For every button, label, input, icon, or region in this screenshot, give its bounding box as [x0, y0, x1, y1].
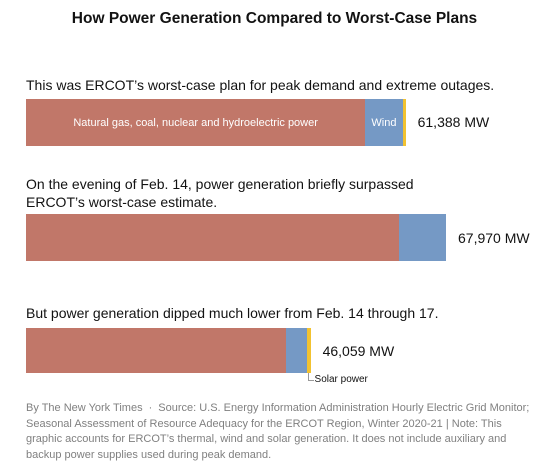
bar-label-feb-14-evening: On the evening of Feb. 14, power generat…: [26, 176, 414, 210]
bar-segment-thermal: [26, 214, 400, 261]
bar-total-feb-14-17: 46,059 MW: [322, 343, 395, 359]
bar-segment-thermal: [26, 328, 286, 373]
bar-worst-case-plan: Natural gas, coal, nuclear and hydroelec…: [26, 99, 406, 146]
source-note: By The New York Times · Source: U.S. Energ…: [26, 401, 531, 463]
byline-separator: ·: [148, 402, 153, 414]
solar-callout-line: [307, 373, 314, 381]
chart-title: How Power Generation Compared to Worst-C…: [71, 10, 478, 27]
bar-segment-wind: Wind: [365, 99, 403, 146]
bar-segment-solar: [402, 99, 406, 146]
source-text: Source: U.S. Energy Information Administ…: [26, 402, 530, 461]
bar-label-worst-case-plan: This was ERCOT’s worst-case plan for pea…: [26, 77, 495, 93]
bar-feb-14-evening: [26, 214, 446, 261]
bar-total-worst-case-plan: 61,388 MW: [417, 114, 490, 130]
bar-segment-wind: [399, 214, 446, 261]
bar-total-feb-14-evening: 67,970 MW: [458, 230, 530, 246]
bar-segment-thermal: Natural gas, coal, nuclear and hydroelec…: [26, 99, 366, 146]
bar-feb-14-17: [26, 328, 311, 373]
bar-segment-wind: [285, 328, 307, 373]
segment-label-thermal: Natural gas, coal, nuclear and hydroelec…: [73, 116, 318, 129]
segment-label-wind: Wind: [371, 116, 397, 129]
solar-power-label: Solar power: [314, 374, 368, 385]
bar-segment-solar: [306, 328, 311, 373]
byline: By The New York Times: [26, 402, 143, 414]
bar-label-feb-14-17: But power generation dipped much lower f…: [26, 305, 439, 321]
